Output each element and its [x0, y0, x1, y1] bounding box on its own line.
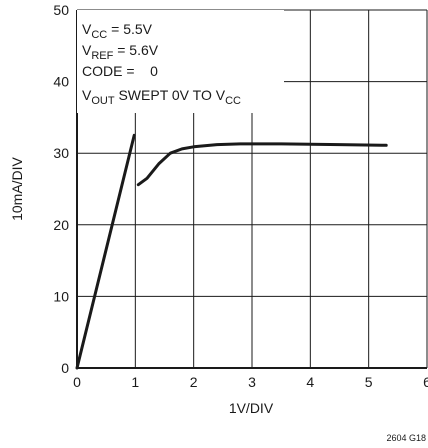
x-tick-label: 2 [190, 374, 198, 390]
y-tick-label: 20 [53, 217, 69, 233]
x-tick-label: 3 [248, 374, 256, 390]
x-tick-label: 0 [73, 374, 81, 390]
x-tick-label: 4 [306, 374, 314, 390]
annotation-vcc: VCC = 5.5V [82, 21, 153, 41]
series-layer [75, 133, 388, 370]
y-tick-label: 50 [53, 2, 69, 18]
annotation-vout: VOUT SWEPT 0V TO VCC [82, 87, 241, 107]
y-tick-label: 10 [53, 288, 69, 304]
x-tick-label: 1 [131, 374, 139, 390]
annotation-block: VCC = 5.5V VREF = 5.6V CODE = 0 VOUT SWE… [77, 10, 284, 113]
annotation-vref: VREF = 5.6V [82, 42, 159, 62]
annotation-code: CODE = 0 [82, 63, 158, 79]
y-tick-label: 0 [61, 360, 69, 376]
annotation-background [77, 10, 284, 113]
figure-id: 2604 G18 [386, 433, 426, 443]
x-tick-label: 5 [365, 374, 373, 390]
tick-labels: 0 1 2 3 4 5 6 0 10 20 30 40 50 [53, 2, 428, 390]
series-line-segment [75, 133, 136, 370]
x-axis-title: 1V/DIV [229, 400, 274, 416]
y-tick-label: 30 [53, 145, 69, 161]
y-tick-label: 40 [53, 74, 69, 90]
series-line-segment [136, 142, 388, 187]
x-tick-label: 6 [423, 374, 428, 390]
y-axis-title: 10mA/DIV [9, 156, 25, 220]
